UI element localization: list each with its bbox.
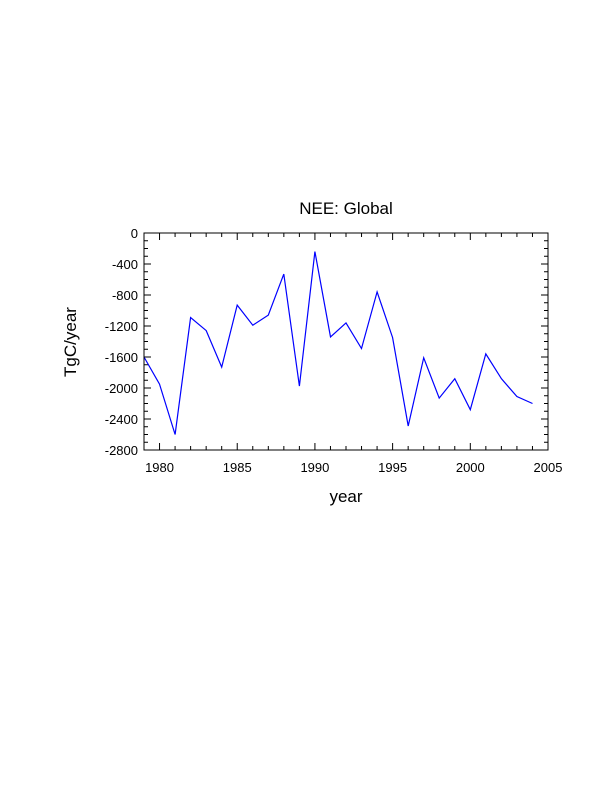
y-axis-label: TgC/year <box>61 307 80 377</box>
series-line-nee <box>143 251 533 435</box>
y-tick-label: -1200 <box>105 319 138 334</box>
x-tick-label: 1990 <box>300 460 329 475</box>
chart-title: NEE: Global <box>299 199 393 218</box>
y-tick-label: 0 <box>131 226 138 241</box>
x-tick-label: 2000 <box>456 460 485 475</box>
y-tick-label: -2400 <box>105 412 138 427</box>
x-tick-label: 1980 <box>145 460 174 475</box>
y-tick-label: -2800 <box>105 443 138 458</box>
x-tick-label: 2005 <box>534 460 563 475</box>
y-tick-label: -1600 <box>105 350 138 365</box>
x-tick-label: 1995 <box>378 460 407 475</box>
y-tick-label: -800 <box>112 288 138 303</box>
x-tick-label: 1985 <box>223 460 252 475</box>
x-axis-label: year <box>329 487 362 506</box>
plot-frame <box>143 232 549 451</box>
y-tick-label: -400 <box>112 257 138 272</box>
y-tick-label: -2000 <box>105 381 138 396</box>
